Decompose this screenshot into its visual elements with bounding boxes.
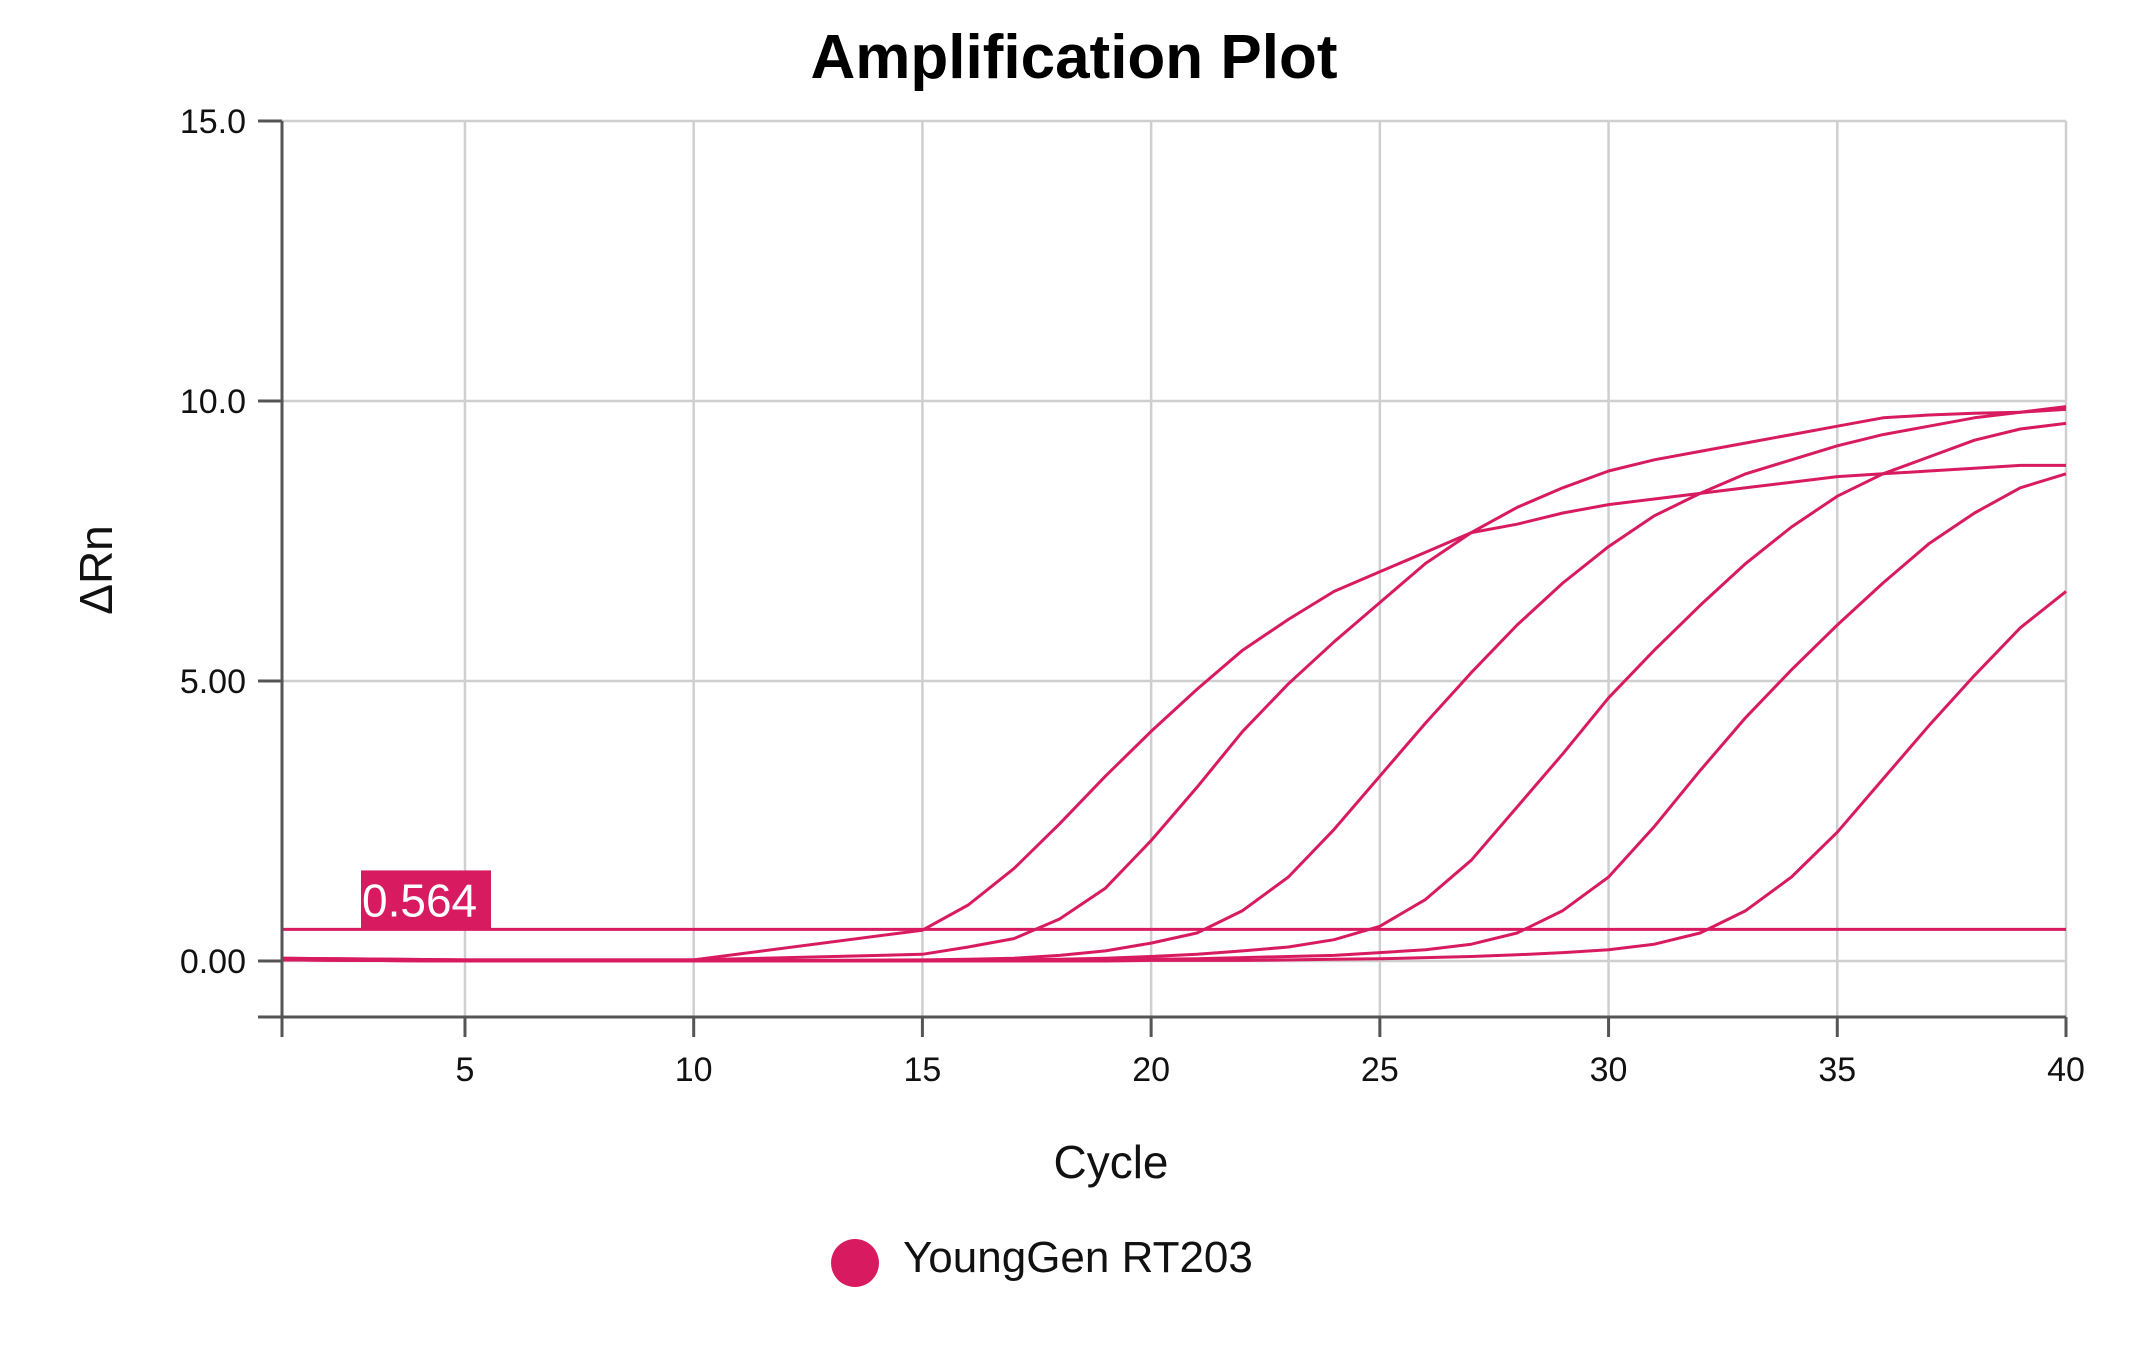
threshold: 0.564 xyxy=(282,870,2066,931)
threshold-label-background xyxy=(361,870,491,930)
y-tick-label: 0.00 xyxy=(180,943,246,981)
y-axis-title: ΔRn xyxy=(70,525,122,615)
gridlines xyxy=(282,119,2068,1017)
amplification-curve-5[interactable] xyxy=(281,472,2067,963)
series-lines xyxy=(281,405,2067,963)
x-tick-label: 25 xyxy=(1361,1051,1399,1089)
x-tick-label: 35 xyxy=(1818,1051,1856,1089)
y-axis-ticks: 0.00 5.00 10.0 15.0 xyxy=(180,103,282,981)
x-tick-label: 20 xyxy=(1132,1051,1170,1089)
y-tick-label: 15.0 xyxy=(180,103,246,141)
legend-label: YoungGen RT203 xyxy=(903,1233,1253,1282)
chart-title: Amplification Plot xyxy=(811,23,1338,92)
legend-marker xyxy=(831,1239,879,1287)
x-tick-label: 10 xyxy=(675,1051,713,1089)
legend[interactable]: YoungGen RT203 xyxy=(831,1233,1253,1287)
y-tick-label: 5.00 xyxy=(180,663,246,701)
amplification-curve-2[interactable] xyxy=(281,463,2066,962)
x-tick-label: 15 xyxy=(903,1051,941,1089)
amplification-curve-3[interactable] xyxy=(281,405,2067,963)
x-axis-ticks: 5 10 15 20 25 30 35 40 xyxy=(280,1017,2085,1089)
x-tick-label: 40 xyxy=(2047,1051,2085,1089)
axes xyxy=(258,121,2066,1019)
amplification-curve-1[interactable] xyxy=(281,407,2067,962)
x-tick-label: 30 xyxy=(1590,1051,1628,1089)
threshold-label: 0.564 xyxy=(362,874,477,926)
x-tick-label: 5 xyxy=(456,1051,475,1089)
amplification-curve-6[interactable] xyxy=(281,590,2067,963)
x-axis-title: Cycle xyxy=(1053,1136,1168,1188)
amplification-curve-4[interactable] xyxy=(281,421,2067,963)
y-tick-label: 10.0 xyxy=(180,383,246,421)
